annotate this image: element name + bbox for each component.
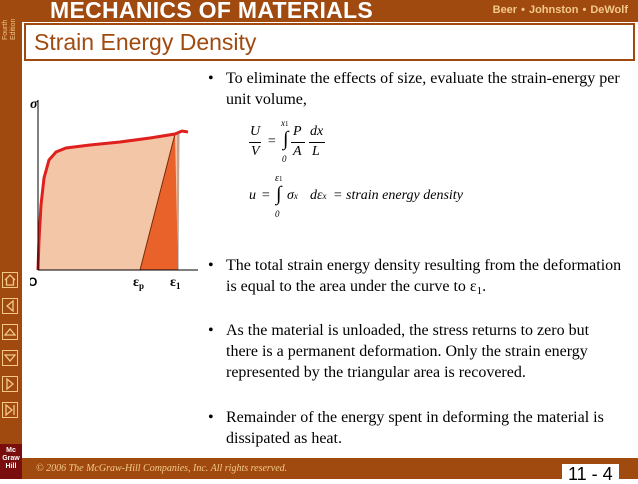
stress-strain-figure: σ O εp ε1 xyxy=(30,97,198,291)
up-icon[interactable] xyxy=(2,324,18,340)
home-icon[interactable] xyxy=(2,272,18,288)
epsilon-1-label: ε1 xyxy=(170,275,181,291)
bullet-1-text: To eliminate the effects of size, evalua… xyxy=(226,70,620,108)
author-3: DeWolf xyxy=(590,4,628,16)
eq1-frac-line-3 xyxy=(309,142,325,143)
eq2-lower-limit: 0 xyxy=(275,209,280,219)
eq2-deps: dεx xyxy=(310,188,327,203)
logo-line-1: Mc xyxy=(6,447,16,454)
logo-line-3: Hill xyxy=(5,463,17,470)
epsilon-p-label: εp xyxy=(133,275,144,291)
bullet-3: • As the material is unloaded, the stres… xyxy=(208,320,623,383)
eq2-u: u xyxy=(249,188,256,203)
unloading-line xyxy=(139,133,176,271)
copyright-text: © 2006 The McGraw-Hill Companies, Inc. A… xyxy=(36,463,288,474)
eq1-dx: dx xyxy=(310,124,324,139)
slide-title: Strain Energy Density xyxy=(34,29,257,55)
bullet-2: • The total strain energy density result… xyxy=(208,255,623,299)
eq1-U: U xyxy=(250,124,261,139)
y-axis-label: σ xyxy=(30,97,38,112)
eq1-V: V xyxy=(251,144,260,159)
recovered-energy-triangle xyxy=(140,134,178,270)
origin-label: O xyxy=(30,275,37,289)
author-2: Johnston xyxy=(528,4,579,16)
eq1-upper-limit: x1 xyxy=(281,118,289,128)
edition-word-1: Fourth xyxy=(2,19,9,40)
eq1-equals: = xyxy=(267,134,277,149)
slide-title-box: Strain Energy Density xyxy=(24,23,635,61)
bullet-2-text: The total strain energy density resultin… xyxy=(226,257,622,297)
bullet-marker: • xyxy=(208,409,214,426)
bullet-4: • Remainder of the energy spent in defor… xyxy=(208,407,623,449)
edition-word-2: Edition xyxy=(10,18,17,40)
footer-bar: © 2006 The McGraw-Hill Companies, Inc. A… xyxy=(22,458,638,484)
eq1-frac-line-2 xyxy=(291,142,305,143)
back-icon[interactable] xyxy=(2,298,18,314)
stress-strain-curve xyxy=(36,129,189,271)
eq1-A: A xyxy=(293,144,302,159)
down-icon[interactable] xyxy=(2,350,18,366)
eq1-integral-sign: ∫ xyxy=(283,128,289,150)
eq2-equals: = xyxy=(261,188,271,203)
author-1: Beer xyxy=(492,4,518,16)
header-bar: MECHANICS OF MATERIALS Beer • Johnston • DeW… xyxy=(22,0,638,23)
eq2-result: strain energy density xyxy=(346,188,463,203)
authors: Beer • Johnston • DeWolf xyxy=(492,4,628,16)
bullet-marker: • xyxy=(208,322,214,339)
book-title: MECHANICS OF MATERIALS xyxy=(50,0,374,23)
bullet-3-text: As the material is unloaded, the stress … xyxy=(226,322,590,381)
edition-label: Fourth Edition xyxy=(0,0,22,60)
eq1-lower-limit: 0 xyxy=(282,154,287,164)
eq2-equals-2: = xyxy=(333,188,343,203)
bullet-1: • To eliminate the effects of size, eval… xyxy=(208,68,623,110)
bullet-marker: • xyxy=(208,257,214,274)
left-sidebar: Fourth Edition Mc Graw Hill xyxy=(0,0,22,479)
publisher-logo: Mc Graw Hill xyxy=(0,444,22,479)
page-number: 11 - 4 xyxy=(562,464,619,484)
bullet-4-text: Remainder of the energy spent in deformi… xyxy=(226,409,604,447)
eq1-frac-line-1 xyxy=(249,142,261,143)
eq2-integral-sign: ∫ xyxy=(276,183,282,205)
eq2-sigma: σx xyxy=(287,188,298,203)
bullet-marker: • xyxy=(208,70,214,87)
end-icon[interactable] xyxy=(2,402,18,418)
eq1-L: L xyxy=(312,144,320,159)
logo-line-2: Graw xyxy=(2,455,20,462)
forward-icon[interactable] xyxy=(2,376,18,392)
eq1-P: P xyxy=(293,124,302,139)
strain-energy-area xyxy=(38,133,180,270)
eq2-upper-limit: ε1 xyxy=(275,173,283,184)
